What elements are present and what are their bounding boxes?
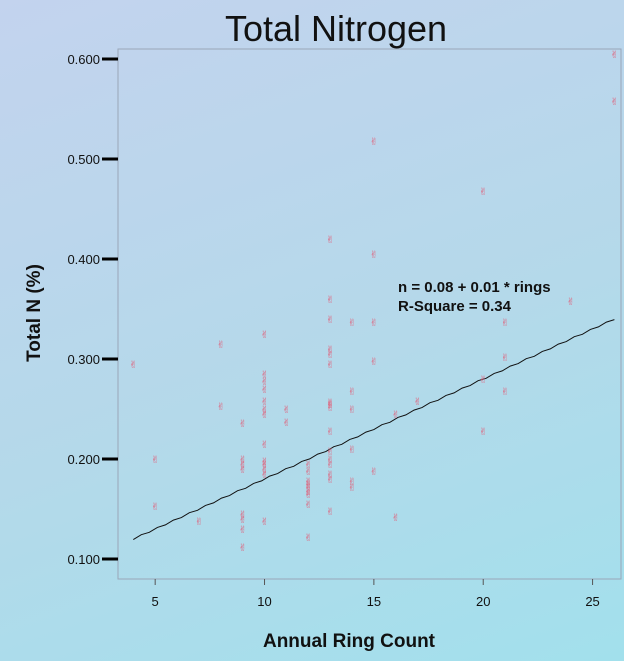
data-point: ✌ (260, 517, 268, 528)
data-point: ✌ (326, 403, 334, 414)
data-point: ✌ (392, 513, 400, 524)
data-point: ✌ (479, 375, 487, 386)
data-point: ✌ (326, 360, 334, 371)
data-point: ✌ (260, 377, 268, 388)
data-point: ✌ (238, 525, 246, 536)
data-point: ✌ (260, 410, 268, 421)
data-point: ✌ (304, 487, 312, 498)
data-point: ✌ (304, 460, 312, 471)
data-point: ✌ (151, 502, 159, 513)
data-point: ✌ (370, 250, 378, 261)
equation-label: n = 0.08 + 0.01 * rings (398, 279, 551, 296)
plot-area (117, 48, 622, 580)
data-point: ✌ (326, 295, 334, 306)
y-tick-label: 0.300 (67, 352, 100, 367)
x-tick-label: 25 (585, 594, 599, 609)
y-tick-label: 0.200 (67, 452, 100, 467)
data-point: ✌ (348, 387, 356, 398)
x-tick-label: 20 (476, 594, 490, 609)
data-point: ✌ (129, 360, 137, 371)
data-point: ✌ (610, 50, 618, 61)
y-axis: 0.100 0.200 0.300 0.400 0.500 0.600 (67, 52, 118, 567)
data-point: ✌ (151, 455, 159, 466)
data-point: ✌ (479, 427, 487, 438)
data-point: ✌ (326, 455, 334, 466)
data-point: ✌ (348, 318, 356, 329)
data-point: ✌ (370, 137, 378, 148)
r-square-label: R-Square = 0.34 (398, 298, 512, 315)
data-point: ✌ (326, 427, 334, 438)
data-point: ✌ (260, 385, 268, 396)
data-point: ✌ (260, 370, 268, 381)
y-tick-label: 0.600 (67, 52, 100, 67)
data-point: ✌ (326, 470, 334, 481)
x-axis: 5 10 15 20 25 (152, 579, 600, 609)
chart-title: Total Nitrogen (225, 8, 447, 49)
data-point: ✌ (326, 460, 334, 471)
data-point: ✌ (304, 533, 312, 544)
data-point: ✌ (304, 500, 312, 511)
data-point: ✌ (501, 353, 509, 364)
data-point: ✌ (370, 357, 378, 368)
data-point: ✌ (326, 350, 334, 361)
data-point: ✌ (260, 405, 268, 416)
data-point: ✌ (260, 470, 268, 481)
data-point: ✌ (348, 483, 356, 494)
data-point: ✌ (392, 410, 400, 421)
data-point: ✌ (260, 397, 268, 408)
data-point: ✌ (217, 402, 225, 413)
data-point: ✌ (304, 490, 312, 501)
x-tick-label: 5 (152, 594, 159, 609)
data-point: ✌ (567, 297, 575, 308)
data-point: ✌ (304, 477, 312, 488)
data-point: ✌ (326, 398, 334, 409)
data-point: ✌ (238, 515, 246, 526)
data-point: ✌ (348, 477, 356, 488)
data-point: ✌ (326, 315, 334, 326)
x-tick-label: 15 (367, 594, 381, 609)
data-point: ✌ (479, 187, 487, 198)
data-point: ✌ (260, 465, 268, 476)
data-point: ✌ (501, 387, 509, 398)
data-point: ✌ (610, 97, 618, 108)
y-tick-label: 0.500 (67, 152, 100, 167)
data-point: ✌ (326, 475, 334, 486)
data-points: ✌ ✌ ✌ ✌ ✌ ✌ ✌ ✌ ✌ ✌ ✌ ✌ ✌ ✌ ✌ ✌ ✌ ✌ ✌ ✌ ✌ ✌ ✌ ✌ ✌ ✌ ✌ ✌ ✌ ✌ ✌ ✌ ✌ ✌ ✌ ✌ ✌ ✌ ✌ ✌… (129, 50, 619, 554)
data-point: ✌ (348, 405, 356, 416)
data-point: ✌ (260, 440, 268, 451)
data-point: ✌ (238, 455, 246, 466)
data-point: ✌ (304, 483, 312, 494)
data-point: ✌ (304, 467, 312, 478)
data-point: ✌ (260, 330, 268, 341)
data-point: ✌ (282, 418, 290, 429)
data-point: ✌ (304, 480, 312, 491)
data-point: ✌ (326, 235, 334, 246)
y-axis-title: Total N (%) (24, 264, 45, 362)
x-axis-title: Annual Ring Count (263, 631, 436, 652)
regression-line (133, 319, 615, 541)
data-point: ✌ (238, 510, 246, 521)
y-tick-label: 0.400 (67, 252, 100, 267)
data-point: ✌ (348, 445, 356, 456)
data-point: ✌ (282, 405, 290, 416)
data-point: ✌ (195, 517, 203, 528)
data-point: ✌ (370, 467, 378, 478)
data-point: ✌ (260, 460, 268, 471)
data-point: ✌ (413, 397, 421, 408)
data-point: ✌ (238, 543, 246, 554)
data-point: ✌ (238, 419, 246, 430)
data-point: ✌ (326, 345, 334, 356)
data-point: ✌ (370, 318, 378, 329)
x-tick-label: 10 (257, 594, 271, 609)
y-tick-label: 0.100 (67, 552, 100, 567)
data-point: ✌ (326, 507, 334, 518)
data-point: ✌ (217, 340, 225, 351)
data-point: ✌ (260, 457, 268, 468)
data-point: ✌ (501, 318, 509, 329)
data-point: ✌ (238, 465, 246, 476)
data-point: ✌ (326, 447, 334, 458)
data-point: ✌ (326, 400, 334, 411)
data-point: ✌ (238, 460, 246, 471)
